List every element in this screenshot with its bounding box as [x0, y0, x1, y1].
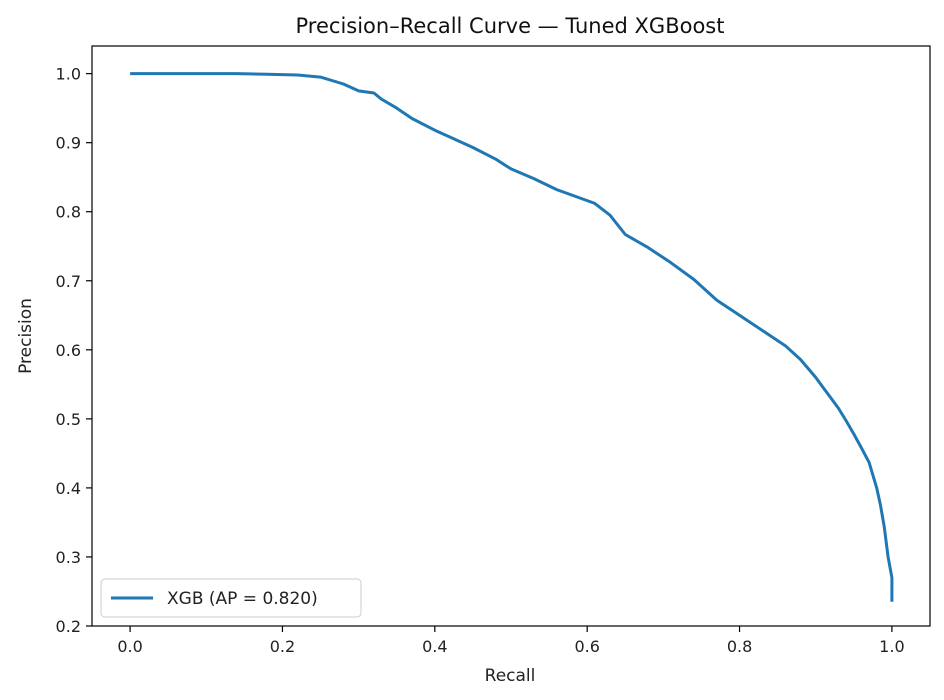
y-tick-label: 0.6 [56, 341, 81, 360]
x-axis-label: Recall [485, 666, 536, 686]
plot-area [130, 72, 894, 602]
plot-frame [91, 45, 931, 627]
y-tick-label: 0.8 [56, 203, 81, 222]
legend-box [100, 578, 362, 618]
y-tick-label: 0.4 [56, 479, 81, 498]
y-tick-label: 0.9 [56, 134, 81, 153]
y-tick-label: 0.5 [56, 410, 81, 429]
x-tick-label: 0.0 [117, 637, 142, 656]
y-tick-label: 0.3 [56, 548, 81, 567]
series-line-0 [130, 72, 894, 602]
x-tick-label: 0.4 [422, 637, 447, 656]
y-tick-label: 0.2 [56, 617, 81, 636]
x-tick-label: 1.0 [879, 637, 904, 656]
axes: 0.0 0.2 0.4 0.6 0.8 1.0 0.2 0.3 0.4 0.5 0.6 0.7 0.8 0… [56, 45, 931, 656]
x-tick-label: 0.8 [727, 637, 752, 656]
chart-title: Precision–Recall Curve — Tuned XGBoost [296, 14, 725, 38]
legend: XGB (AP = 0.820) [100, 578, 362, 618]
y-axis-label: Precision [16, 298, 36, 374]
y-tick-label: 0.7 [56, 272, 81, 291]
y-tick-label: 1.0 [56, 65, 81, 84]
x-tick-label: 0.2 [270, 637, 295, 656]
legend-label: XGB (AP = 0.820) [167, 589, 318, 609]
x-tick-label: 0.6 [574, 637, 599, 656]
